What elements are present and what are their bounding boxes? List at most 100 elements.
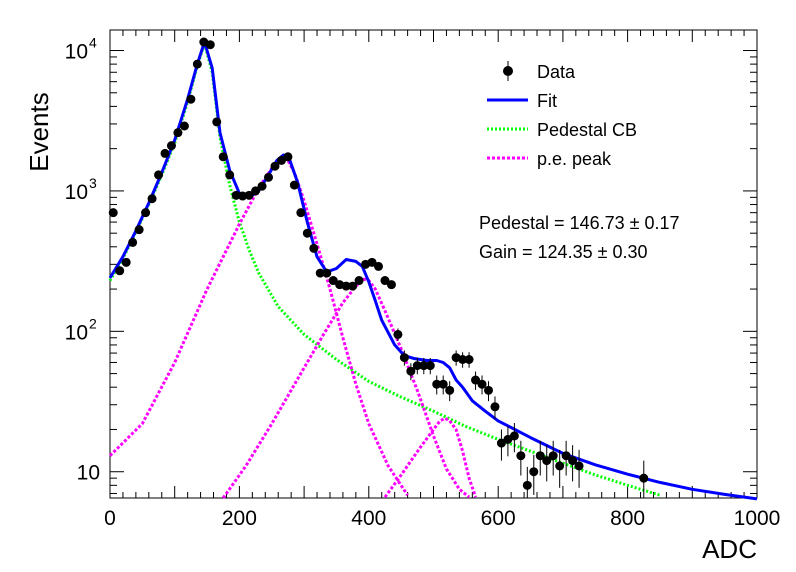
data-point <box>386 280 396 290</box>
data-marker <box>432 379 442 389</box>
data-marker <box>412 361 422 371</box>
data-point <box>464 352 474 368</box>
data-marker <box>471 375 481 385</box>
data-point <box>322 268 332 278</box>
data-points <box>108 37 649 498</box>
data-point <box>212 117 222 127</box>
data-point <box>354 276 364 286</box>
data-point <box>406 363 416 381</box>
data-point <box>380 276 390 286</box>
y-tick-exponent: 3 <box>89 175 97 191</box>
data-marker <box>438 379 448 389</box>
data-point <box>218 152 228 162</box>
data-marker <box>367 257 377 267</box>
fit-parameter: Pedestal = 146.73 ± 0.17 <box>479 213 680 233</box>
data-point <box>509 422 519 453</box>
data-point <box>154 170 164 180</box>
data-marker <box>173 128 183 138</box>
data-point <box>516 440 526 476</box>
data-point <box>296 208 306 218</box>
data-point <box>529 454 539 495</box>
data-marker <box>115 266 125 276</box>
data-point <box>186 94 196 104</box>
data-marker <box>406 366 416 376</box>
data-marker <box>166 141 176 151</box>
legend-item: Fit <box>487 91 557 111</box>
data-point <box>561 440 571 476</box>
data-marker <box>192 59 202 69</box>
data-marker <box>322 268 332 278</box>
data-marker <box>108 208 118 218</box>
data-point <box>568 445 578 482</box>
data-marker <box>238 191 248 201</box>
data-marker <box>386 280 396 290</box>
data-marker <box>354 276 364 286</box>
data-point <box>399 350 409 366</box>
data-marker <box>128 237 138 247</box>
data-marker <box>529 467 539 477</box>
legend-marker <box>503 66 513 76</box>
data-marker <box>218 152 228 162</box>
data-point <box>108 208 118 218</box>
data-point <box>121 257 131 267</box>
data-point <box>374 261 384 271</box>
legend-item: p.e. peak <box>487 149 612 169</box>
data-point <box>496 429 506 461</box>
data-marker <box>548 451 558 461</box>
data-marker <box>522 480 532 490</box>
legend-label: Pedestal CB <box>537 120 637 140</box>
data-point <box>315 268 325 278</box>
pe-peak-curve <box>108 155 409 497</box>
x-tick-label: 800 <box>610 507 645 530</box>
legend-item: Data <box>503 61 576 82</box>
data-marker <box>509 431 519 441</box>
y-tick-label: 10 <box>65 41 88 64</box>
data-marker <box>231 190 241 200</box>
x-tick-label: 400 <box>351 507 386 530</box>
data-marker <box>141 208 151 218</box>
y-axis-label: Events <box>24 92 54 172</box>
data-marker <box>574 461 584 471</box>
x-tick-label: 1000 <box>734 507 781 530</box>
fit-curve <box>108 40 758 501</box>
data-marker <box>477 379 487 389</box>
data-point <box>141 208 151 218</box>
data-point <box>244 190 254 200</box>
data-point <box>173 128 183 138</box>
data-point <box>490 396 500 420</box>
data-marker <box>458 355 468 365</box>
data-point <box>548 440 558 476</box>
data-marker <box>328 276 338 286</box>
data-point <box>639 460 649 498</box>
y-tick-exponent: 4 <box>89 35 97 51</box>
plot-frame <box>109 29 758 499</box>
data-marker <box>205 40 215 50</box>
data-point <box>328 276 338 286</box>
data-point <box>419 358 429 375</box>
data-point <box>147 194 157 204</box>
data-point <box>251 186 261 196</box>
x-tick-label: 0 <box>104 507 116 530</box>
pe-peak-curve <box>221 277 471 499</box>
data-point <box>522 466 532 498</box>
legend: Data Fit Pedestal CB p.e. peak <box>487 61 637 169</box>
data-point <box>341 281 351 291</box>
data-marker <box>283 152 293 162</box>
data-marker <box>374 261 384 271</box>
data-point <box>367 257 377 267</box>
data-marker <box>147 194 157 204</box>
data-point <box>115 266 125 276</box>
x-tick-label: 600 <box>481 507 516 530</box>
data-point <box>289 180 299 190</box>
data-point <box>393 328 403 342</box>
data-point <box>438 375 448 395</box>
x-axis-label: ADC <box>702 534 757 564</box>
legend-label: Fit <box>537 91 557 111</box>
fit-parameters: Pedestal = 146.73 ± 0.17 Gain = 124.35 ± … <box>479 213 680 262</box>
data-point <box>412 358 422 375</box>
data-marker <box>393 329 403 339</box>
data-marker <box>121 257 131 267</box>
data-marker <box>380 276 390 286</box>
